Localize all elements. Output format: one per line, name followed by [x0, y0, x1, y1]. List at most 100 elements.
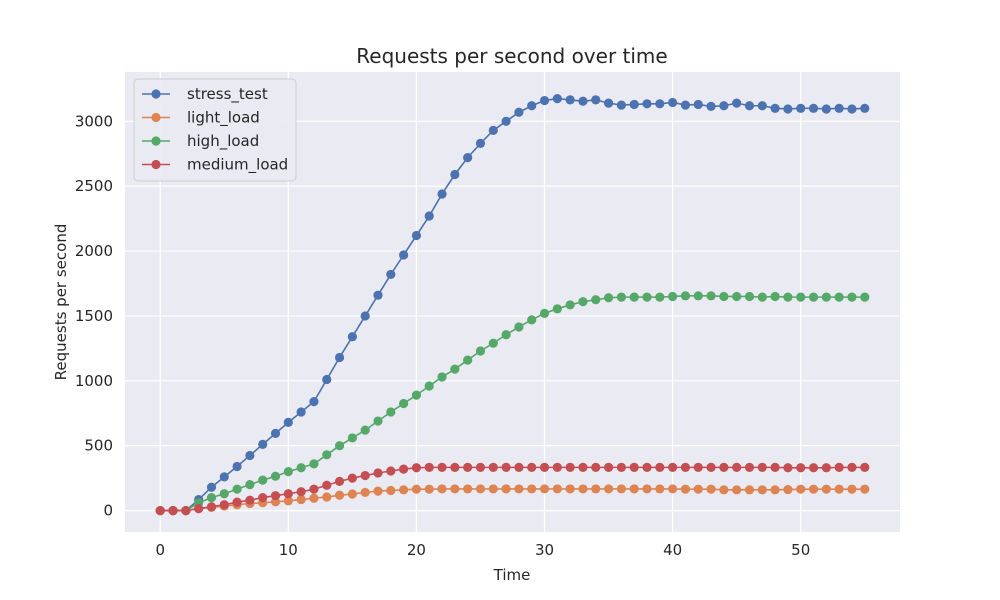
legend-marker: [151, 89, 161, 99]
data-point: [757, 292, 767, 302]
data-point: [693, 484, 703, 494]
data-point: [629, 292, 639, 302]
data-point: [514, 322, 524, 332]
data-point: [732, 291, 742, 302]
data-point: [309, 493, 319, 503]
data-point: [693, 291, 703, 301]
data-point: [258, 439, 268, 450]
data-point: [309, 459, 319, 469]
data-point: [463, 484, 473, 494]
data-point: [706, 484, 716, 494]
data-point: [322, 374, 332, 385]
data-point: [539, 484, 550, 494]
data-point: [770, 485, 780, 495]
data-point: [693, 99, 703, 110]
data-point: [334, 352, 345, 363]
data-point: [860, 292, 870, 302]
data-point: [450, 462, 460, 472]
data-point: [732, 485, 742, 495]
data-point: [770, 462, 780, 472]
data-point: [283, 467, 293, 477]
data-point: [783, 463, 793, 473]
data-point: [514, 107, 524, 117]
data-point: [834, 484, 844, 494]
data-point: [770, 291, 780, 302]
data-point: [642, 462, 652, 472]
data-point: [334, 490, 345, 500]
y-tick-label: 500: [84, 437, 113, 455]
data-point: [860, 462, 870, 472]
data-point: [757, 101, 767, 111]
data-point: [539, 462, 550, 472]
data-point: [373, 468, 383, 478]
y-tick-label: 2000: [75, 242, 113, 260]
data-point: [501, 116, 511, 126]
data-point: [668, 291, 678, 302]
data-point: [181, 505, 191, 516]
data-point: [603, 98, 614, 108]
data-point: [309, 484, 319, 494]
data-point: [808, 484, 819, 494]
data-point: [424, 211, 434, 221]
data-point: [386, 466, 396, 476]
data-point: [270, 471, 281, 481]
legend-entry: medium_load: [142, 156, 288, 175]
data-point: [232, 497, 242, 507]
data-point: [821, 104, 831, 114]
data-point: [834, 103, 844, 113]
data-point: [732, 462, 742, 472]
data-point: [603, 462, 614, 472]
legend-marker: [151, 159, 161, 170]
data-point: [475, 484, 486, 494]
data-point: [821, 292, 831, 302]
data-point: [744, 101, 755, 111]
data-point: [475, 346, 486, 356]
data-point: [463, 355, 473, 365]
x-tick-label: 20: [407, 541, 426, 559]
data-point: [744, 462, 755, 472]
data-point: [424, 462, 434, 472]
data-point: [296, 494, 306, 505]
x-axis-label: Time: [493, 566, 531, 584]
data-point: [680, 291, 691, 301]
data-point: [360, 487, 370, 498]
data-point: [591, 462, 601, 472]
data-point: [373, 290, 383, 300]
data-point: [655, 462, 665, 472]
data-point: [501, 484, 511, 494]
data-point: [296, 407, 306, 417]
data-point: [655, 292, 665, 302]
data-point: [629, 462, 639, 472]
data-point: [629, 99, 639, 110]
data-point: [360, 311, 370, 321]
data-point: [463, 153, 473, 163]
data-point: [527, 484, 537, 494]
x-tick-label: 30: [535, 541, 554, 559]
data-point: [770, 103, 780, 113]
data-point: [399, 485, 409, 495]
data-point: [783, 484, 793, 495]
data-point: [796, 484, 806, 494]
data-point: [565, 95, 575, 105]
data-point: [693, 462, 703, 472]
data-point: [334, 441, 345, 451]
data-point: [706, 101, 716, 111]
data-point: [578, 484, 588, 494]
data-point: [463, 462, 473, 472]
y-axis-label: Requests per second: [52, 224, 70, 381]
data-point: [514, 484, 524, 494]
data-point: [668, 484, 678, 494]
data-point: [796, 292, 806, 302]
data-point: [296, 487, 306, 497]
series-medium_load: [155, 462, 870, 516]
data-point: [552, 462, 562, 472]
data-point: [591, 484, 601, 494]
data-point: [437, 372, 447, 382]
x-tick-label: 0: [155, 541, 165, 559]
data-point: [847, 484, 857, 494]
data-point: [860, 484, 870, 494]
data-point: [757, 462, 767, 472]
data-point: [283, 417, 293, 427]
data-point: [552, 304, 562, 314]
